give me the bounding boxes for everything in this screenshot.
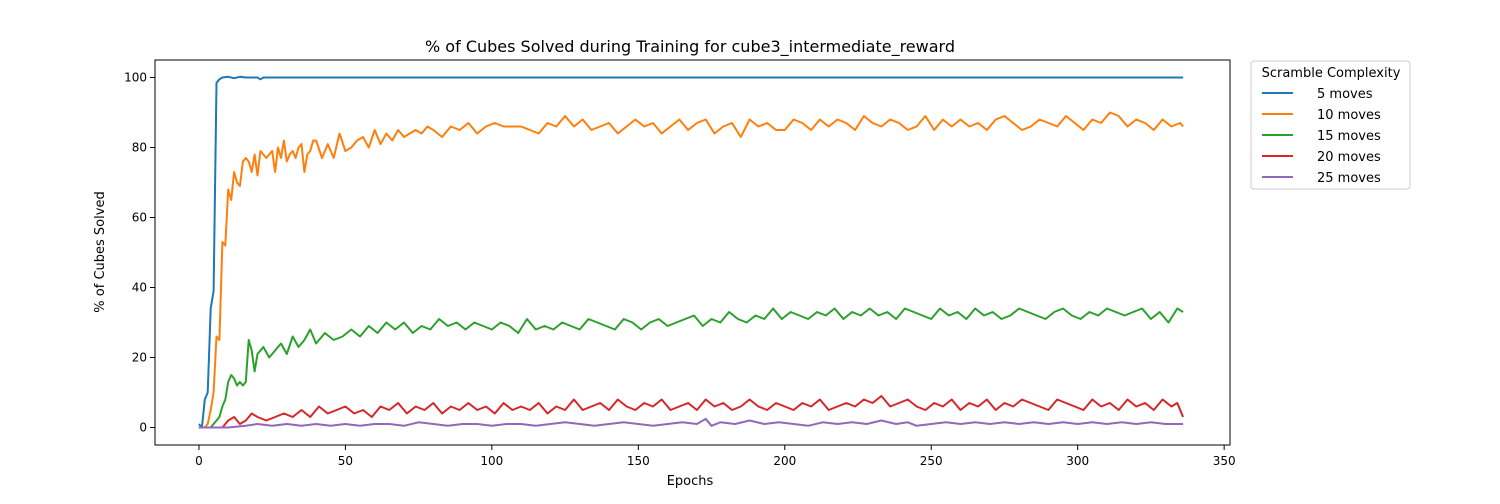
- x-tick-label: 300: [1066, 454, 1089, 468]
- legend-entry: 15 moves: [1317, 129, 1381, 144]
- y-axis-label: % of Cubes Solved: [93, 191, 108, 312]
- x-axis-label: Epochs: [667, 474, 714, 489]
- series-line-5: [198, 417, 1184, 429]
- legend: Scramble Complexity 5 moves 10 moves 15 mo…: [1250, 60, 1411, 190]
- plot-area: [198, 75, 1185, 429]
- series-line-1: [198, 75, 1184, 429]
- y-tick-label: 80: [132, 141, 147, 155]
- x-tick-label: 350: [1213, 454, 1236, 468]
- x-tick-label: 200: [773, 454, 796, 468]
- series-line-3: [198, 307, 1184, 429]
- chart-title: % of Cubes Solved during Training for cu…: [425, 37, 955, 57]
- x-axis: 0 50 100 150 200 250 300 350: [195, 445, 1236, 468]
- plot-frame: [154, 59, 1231, 446]
- legend-entry: 25 moves: [1317, 171, 1381, 186]
- x-tick-label: 250: [920, 454, 943, 468]
- y-tick-label: 100: [124, 71, 147, 85]
- x-tick-label: 150: [627, 454, 650, 468]
- legend-entry: 10 moves: [1317, 108, 1381, 123]
- y-tick-label: 20: [132, 351, 147, 365]
- legend-title: Scramble Complexity: [1262, 66, 1401, 81]
- legend-entry: 5 moves: [1317, 87, 1373, 102]
- y-tick-label: 40: [132, 281, 147, 295]
- legend-entry: 20 moves: [1317, 150, 1381, 165]
- x-tick-label: 50: [338, 454, 353, 468]
- y-tick-label: 60: [132, 211, 147, 225]
- y-axis: 0 20 40 60 80 100: [124, 71, 155, 435]
- series-line-2: [198, 111, 1184, 429]
- x-tick-label: 0: [195, 454, 203, 468]
- series-line-4: [198, 395, 1185, 429]
- y-tick-label: 0: [139, 421, 147, 435]
- x-tick-label: 100: [480, 454, 503, 468]
